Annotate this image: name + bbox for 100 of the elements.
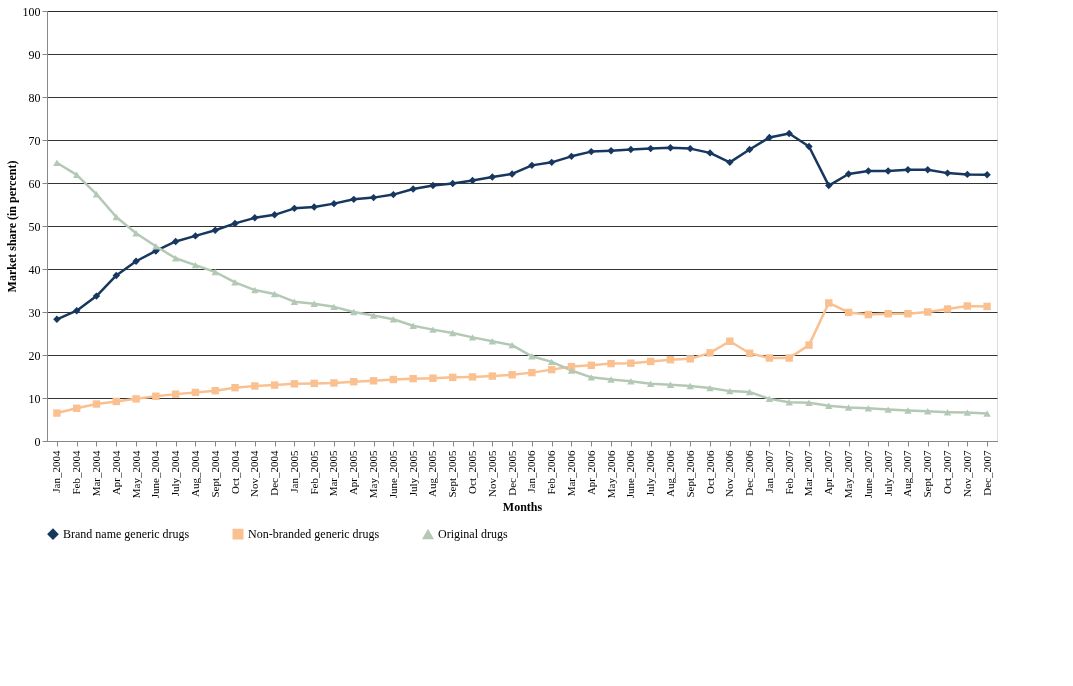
point: [389, 316, 398, 323]
x-tick-label: Aug_2004: [188, 450, 201, 497]
x-tick-label: Dec_2007: [980, 450, 993, 496]
point: [607, 376, 615, 383]
point: [547, 358, 556, 366]
x-tick-label: Mar_2007: [802, 450, 815, 497]
x-tick-label: Apr_2007: [822, 450, 835, 496]
point: [646, 144, 655, 153]
point: [884, 310, 892, 318]
x-tick-label: July_2005: [406, 450, 419, 497]
y-tick-label: 50: [28, 219, 41, 234]
point: [251, 382, 259, 390]
point: [686, 382, 694, 390]
point: [805, 341, 813, 349]
point: [924, 308, 932, 316]
point: [350, 195, 358, 204]
point: [112, 271, 120, 280]
point: [488, 372, 497, 380]
point: [429, 181, 437, 190]
x-tick-label: Jan_2007: [762, 450, 775, 493]
point: [171, 390, 180, 398]
y-axis-title: Market share (in percent): [4, 160, 19, 293]
x-tick-label: Nov_2005: [485, 450, 498, 497]
point: [805, 142, 813, 151]
point: [270, 290, 279, 298]
point: [429, 326, 437, 333]
point: [350, 308, 358, 316]
x-tick-label: May_2007: [842, 450, 855, 499]
legend-label: Non-branded generic drugs: [248, 527, 380, 542]
x-tick-label: May_2006: [604, 450, 617, 499]
x-tick-label: Nov_2006: [723, 450, 736, 497]
point: [330, 199, 338, 208]
y-tick-label: 30: [28, 305, 41, 320]
x-tick-label: Apr_2006: [584, 450, 597, 496]
point: [231, 219, 239, 228]
point: [409, 374, 417, 383]
y-tick-label: 90: [28, 47, 41, 62]
point: [983, 410, 991, 417]
point: [53, 409, 61, 417]
point: [429, 374, 437, 382]
x-tick-label: Feb_2007: [782, 450, 795, 495]
point: [191, 232, 200, 240]
point: [528, 161, 536, 170]
point: [92, 292, 101, 300]
point: [726, 337, 734, 345]
point: [825, 181, 833, 190]
point: [686, 355, 694, 363]
point: [468, 373, 477, 381]
point: [290, 204, 299, 213]
point: [666, 381, 675, 388]
point: [547, 158, 556, 167]
point: [231, 279, 239, 286]
x-tick-label: Sept_2006: [683, 450, 696, 498]
legend-label: Original drugs: [438, 527, 508, 542]
point: [449, 329, 457, 337]
point: [270, 211, 279, 219]
point: [112, 213, 120, 221]
point: [844, 404, 853, 411]
point: [627, 359, 635, 367]
point: [963, 170, 972, 179]
point: [290, 380, 299, 388]
x-tick-label: Sept_2007: [921, 450, 934, 498]
point: [369, 312, 378, 319]
point: [211, 226, 219, 235]
point: [983, 302, 991, 311]
point: [785, 354, 793, 362]
x-tick-label: Oct_2004: [228, 450, 241, 494]
legend-label: Brand name generic drugs: [63, 527, 190, 542]
point: [468, 176, 477, 185]
x-tick-label: Aug_2005: [426, 450, 439, 497]
point: [924, 408, 932, 415]
y-tick-label: 10: [28, 391, 41, 406]
x-tick-label: June_2004: [149, 450, 162, 499]
x-tick-label: Jan_2006: [525, 450, 538, 493]
x-tick-label: Feb_2005: [307, 450, 320, 495]
point: [864, 405, 873, 412]
point: [191, 261, 200, 269]
point: [409, 322, 417, 329]
x-tick-label: Aug_2007: [901, 450, 914, 497]
x-tick-label: Feb_2006: [545, 450, 558, 495]
point: [745, 388, 754, 396]
x-tick-label: Jan_2004: [50, 450, 63, 493]
point: [132, 395, 140, 403]
point: [904, 407, 912, 414]
point: [924, 165, 932, 174]
x-tick-label: Nov_2004: [248, 450, 261, 497]
point: [884, 406, 892, 413]
point: [607, 359, 615, 368]
point: [785, 399, 793, 406]
point: [844, 170, 853, 178]
point: [528, 353, 536, 360]
x-tick-label: July_2006: [644, 450, 657, 497]
point: [686, 144, 694, 153]
point: [53, 315, 61, 324]
x-tick-label: Dec_2006: [743, 450, 756, 496]
point: [666, 144, 675, 152]
point: [310, 300, 318, 308]
point: [389, 190, 398, 199]
x-tick-label: Feb_2004: [70, 450, 83, 495]
point: [646, 380, 655, 388]
